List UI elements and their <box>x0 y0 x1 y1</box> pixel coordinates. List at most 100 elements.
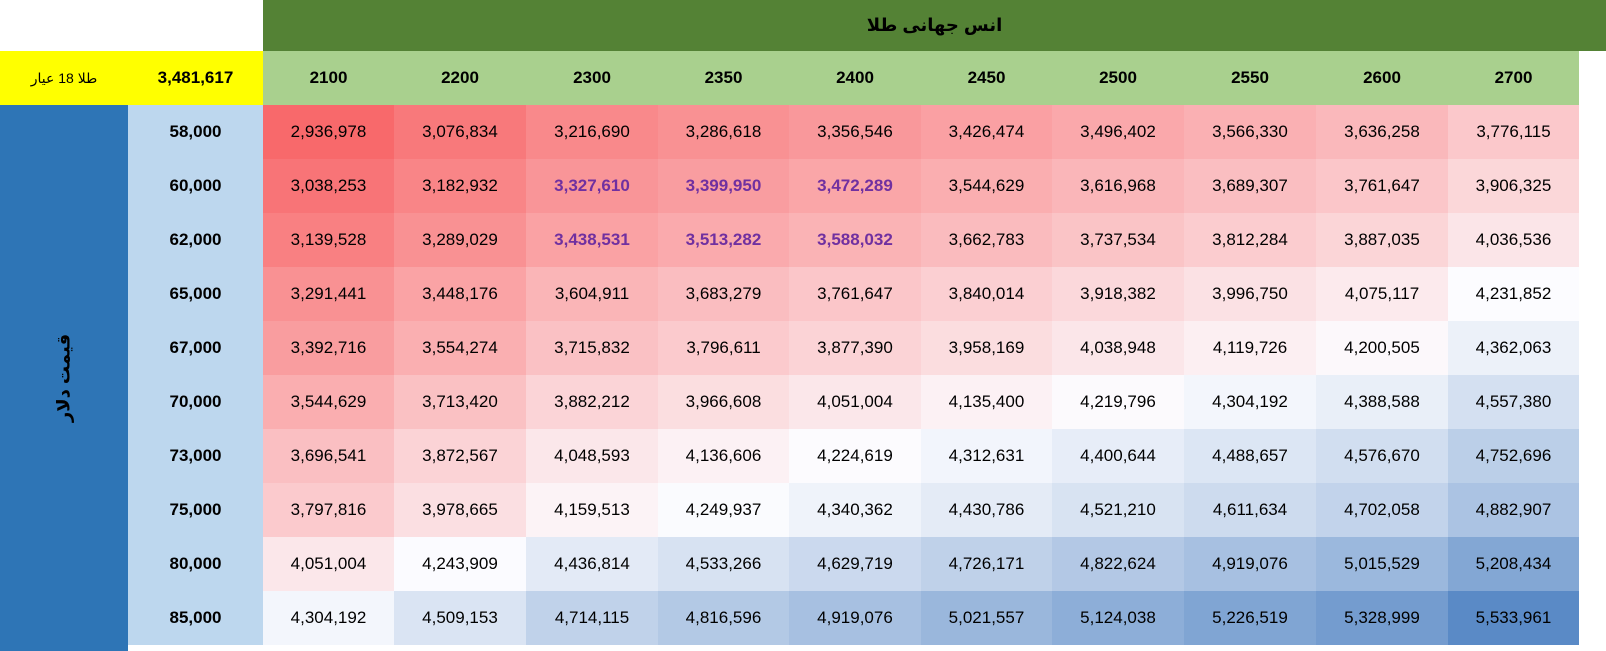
table-cell: 3,683,279 <box>658 267 789 321</box>
table-cell: 3,448,176 <box>394 267 526 321</box>
table-cell: 3,797,816 <box>263 483 394 537</box>
table-cell: 4,388,588 <box>1316 375 1448 429</box>
column-header: 2400 <box>789 51 921 105</box>
table-cell: 2,936,978 <box>263 105 394 159</box>
table-cell: 3,776,115 <box>1448 105 1579 159</box>
table-cell: 4,919,076 <box>1184 537 1316 591</box>
table-cell: 3,286,618 <box>658 105 789 159</box>
column-header: 2550 <box>1184 51 1316 105</box>
table-cell: 4,340,362 <box>789 483 921 537</box>
column-header: 2100 <box>263 51 394 105</box>
row-header: 60,000 <box>128 159 263 213</box>
table-cell: 3,918,382 <box>1052 267 1184 321</box>
table-cell: 4,611,634 <box>1184 483 1316 537</box>
column-header: 2500 <box>1052 51 1184 105</box>
table-cell: 4,051,004 <box>789 375 921 429</box>
corner-blank <box>0 0 263 51</box>
table-cell: 5,226,519 <box>1184 591 1316 645</box>
gold-18k-price: 3,481,617 <box>128 51 263 105</box>
table-cell: 4,224,619 <box>789 429 921 483</box>
table-cell: 4,200,505 <box>1316 321 1448 375</box>
row-header: 85,000 <box>128 591 263 645</box>
table-cell: 3,996,750 <box>1184 267 1316 321</box>
column-header: 2350 <box>658 51 789 105</box>
table-cell: 4,714,115 <box>526 591 658 645</box>
table-cell: 3,438,531 <box>526 213 658 267</box>
table-cell: 4,243,909 <box>394 537 526 591</box>
table-cell: 3,216,690 <box>526 105 658 159</box>
table-cell: 4,051,004 <box>263 537 394 591</box>
table-cell: 3,604,911 <box>526 267 658 321</box>
table-cell: 4,702,058 <box>1316 483 1448 537</box>
table-cell: 3,472,289 <box>789 159 921 213</box>
table-cell: 4,488,657 <box>1184 429 1316 483</box>
table-cell: 3,392,716 <box>263 321 394 375</box>
table-cell: 3,761,647 <box>1316 159 1448 213</box>
table-cell: 3,715,832 <box>526 321 658 375</box>
table-cell: 4,038,948 <box>1052 321 1184 375</box>
table-cell: 4,882,907 <box>1448 483 1579 537</box>
table-cell: 3,636,258 <box>1316 105 1448 159</box>
row-header: 65,000 <box>128 267 263 321</box>
table-cell: 3,840,014 <box>921 267 1052 321</box>
table-cell: 3,713,420 <box>394 375 526 429</box>
table-cell: 3,882,212 <box>526 375 658 429</box>
row-header: 75,000 <box>128 483 263 537</box>
table-cell: 3,689,307 <box>1184 159 1316 213</box>
table-cell: 4,436,814 <box>526 537 658 591</box>
table-cell: 3,812,284 <box>1184 213 1316 267</box>
row-header: 62,000 <box>128 213 263 267</box>
table-cell: 5,533,961 <box>1448 591 1579 645</box>
table-cell: 3,796,611 <box>658 321 789 375</box>
table-cell: 3,978,665 <box>394 483 526 537</box>
table-cell: 4,509,153 <box>394 591 526 645</box>
table-cell: 3,139,528 <box>263 213 394 267</box>
dollar-price-side-header: قیمت دلار <box>0 105 128 651</box>
column-header: 2450 <box>921 51 1052 105</box>
table-cell: 3,496,402 <box>1052 105 1184 159</box>
table-cell: 3,513,282 <box>658 213 789 267</box>
dollar-price-label: قیمت دلار <box>53 333 74 423</box>
table-cell: 4,312,631 <box>921 429 1052 483</box>
table-cell: 3,289,029 <box>394 213 526 267</box>
table-cell: 4,231,852 <box>1448 267 1579 321</box>
table-cell: 4,557,380 <box>1448 375 1579 429</box>
table-cell: 3,038,253 <box>263 159 394 213</box>
row-header: 73,000 <box>128 429 263 483</box>
table-cell: 3,887,035 <box>1316 213 1448 267</box>
table-cell: 3,958,169 <box>921 321 1052 375</box>
table-cell: 4,400,644 <box>1052 429 1184 483</box>
table-cell: 3,696,541 <box>263 429 394 483</box>
table-cell: 4,919,076 <box>789 591 921 645</box>
table-cell: 4,430,786 <box>921 483 1052 537</box>
table-cell: 3,872,567 <box>394 429 526 483</box>
table-cell: 4,533,266 <box>658 537 789 591</box>
table-cell: 3,737,534 <box>1052 213 1184 267</box>
table-cell: 4,135,400 <box>921 375 1052 429</box>
table-cell: 4,629,719 <box>789 537 921 591</box>
table-cell: 4,822,624 <box>1052 537 1184 591</box>
table-cell: 3,182,932 <box>394 159 526 213</box>
table-cell: 5,208,434 <box>1448 537 1579 591</box>
table-cell: 3,554,274 <box>394 321 526 375</box>
table-cell: 3,616,968 <box>1052 159 1184 213</box>
column-header: 2700 <box>1448 51 1579 105</box>
table-cell: 4,136,606 <box>658 429 789 483</box>
table-cell: 3,566,330 <box>1184 105 1316 159</box>
table-cell: 4,726,171 <box>921 537 1052 591</box>
table-cell: 3,761,647 <box>789 267 921 321</box>
row-header: 70,000 <box>128 375 263 429</box>
table-cell: 4,036,536 <box>1448 213 1579 267</box>
table-cell: 4,752,696 <box>1448 429 1579 483</box>
table-cell: 3,399,950 <box>658 159 789 213</box>
table-cell: 3,544,629 <box>263 375 394 429</box>
table-cell: 3,076,834 <box>394 105 526 159</box>
table-cell: 3,544,629 <box>921 159 1052 213</box>
column-header: 2200 <box>394 51 526 105</box>
table-cell: 4,521,210 <box>1052 483 1184 537</box>
table-cell: 4,159,513 <box>526 483 658 537</box>
table-cell: 5,015,529 <box>1316 537 1448 591</box>
table-cell: 3,426,474 <box>921 105 1052 159</box>
table-cell: 4,249,937 <box>658 483 789 537</box>
